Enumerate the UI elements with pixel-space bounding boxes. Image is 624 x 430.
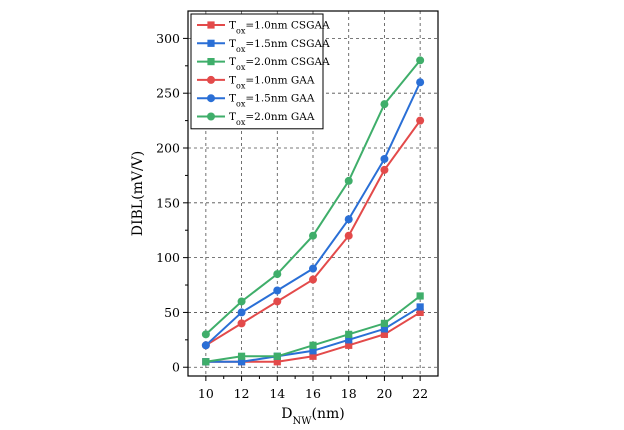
data-point bbox=[273, 358, 281, 366]
data-point bbox=[344, 231, 353, 240]
data-point bbox=[201, 341, 210, 350]
x-axis-title: DNW(nm) bbox=[281, 406, 344, 426]
data-point bbox=[380, 325, 389, 333]
legend-item: Tox=1.5nm GAA bbox=[197, 93, 315, 109]
legend-label: Tox=1.5nm CSGAA bbox=[229, 38, 330, 54]
x-tick-label: 16 bbox=[305, 386, 321, 401]
data-point bbox=[309, 275, 317, 284]
data-point bbox=[201, 330, 210, 339]
data-point bbox=[380, 319, 389, 327]
legend-marker bbox=[207, 21, 215, 29]
data-point bbox=[273, 286, 282, 295]
data-point bbox=[237, 319, 246, 328]
data-point bbox=[309, 264, 317, 273]
data-point bbox=[416, 308, 424, 317]
data-point bbox=[273, 270, 282, 279]
y-tick-label: 250 bbox=[156, 86, 180, 101]
data-point bbox=[345, 330, 353, 338]
legend-marker bbox=[207, 75, 215, 84]
y-tick-label: 150 bbox=[156, 195, 180, 210]
legend-label: Tox=2.0nm GAA bbox=[229, 111, 315, 127]
y-tick-label: 200 bbox=[156, 141, 180, 156]
x-tick-label: 20 bbox=[376, 386, 392, 401]
y-tick-label: 100 bbox=[156, 250, 180, 265]
legend-item: Tox=1.5nm CSGAA bbox=[197, 38, 330, 54]
legend-label: Tox=1.0nm CSGAA bbox=[229, 20, 330, 36]
data-point bbox=[273, 297, 282, 306]
legend: Tox=1.0nm CSGAA Tox=1.5nm CSGAA Tox=2.0nm … bbox=[190, 13, 330, 130]
data-point bbox=[345, 336, 353, 344]
data-point bbox=[416, 292, 424, 300]
data-point bbox=[416, 56, 425, 65]
data-point bbox=[309, 231, 317, 240]
ticks: 10 12 14 16 18 20 22 0 50 100 150 200 250 300 bbox=[156, 31, 428, 401]
x-tick-label: 22 bbox=[412, 386, 428, 401]
legend-label: Tox=1.5nm GAA bbox=[229, 93, 315, 109]
legend-box bbox=[190, 13, 324, 130]
legend-item: Tox=1.0nm GAA bbox=[197, 74, 315, 90]
legend-label: Tox=2.0nm CSGAA bbox=[229, 56, 330, 72]
data-point bbox=[309, 352, 317, 360]
legend-label: Tox=1.0nm GAA bbox=[229, 74, 315, 90]
data-point bbox=[380, 165, 389, 174]
data-point bbox=[309, 341, 317, 349]
data-point bbox=[202, 358, 210, 366]
legend-item: Tox=1.0nm CSGAA bbox=[197, 20, 330, 36]
data-point bbox=[237, 308, 246, 317]
legend-item: Tox=2.0nm CSGAA bbox=[197, 56, 330, 72]
legend-item: Tox=2.0nm GAA bbox=[197, 111, 315, 127]
x-tick-label: 14 bbox=[269, 386, 285, 401]
x-tick-label: 10 bbox=[198, 386, 214, 401]
data-point bbox=[237, 358, 246, 366]
data-point bbox=[344, 176, 353, 185]
data-point bbox=[345, 341, 353, 349]
data-point bbox=[380, 100, 389, 109]
data-point bbox=[344, 215, 353, 224]
data-point bbox=[416, 78, 425, 87]
y-tick-label: 300 bbox=[156, 31, 180, 46]
series-6 bbox=[201, 56, 425, 339]
data-point bbox=[273, 352, 281, 360]
y-tick-label: 0 bbox=[172, 360, 180, 375]
data-point bbox=[416, 116, 425, 125]
data-point bbox=[380, 330, 389, 338]
x-tick-label: 18 bbox=[341, 386, 357, 401]
data-point bbox=[309, 347, 317, 355]
legend-marker bbox=[207, 39, 215, 47]
data-point bbox=[237, 297, 246, 306]
y-axis-title: DIBL(mV/V) bbox=[130, 151, 146, 236]
data-point bbox=[237, 352, 246, 360]
x-tick-label: 12 bbox=[234, 386, 250, 401]
legend-marker bbox=[207, 112, 215, 121]
data-point bbox=[380, 154, 389, 163]
y-tick-label: 50 bbox=[164, 305, 180, 320]
legend-marker bbox=[207, 58, 215, 66]
legend-marker bbox=[207, 94, 215, 103]
series-5 bbox=[201, 78, 425, 350]
series-3 bbox=[202, 292, 424, 366]
data-point bbox=[416, 303, 424, 311]
